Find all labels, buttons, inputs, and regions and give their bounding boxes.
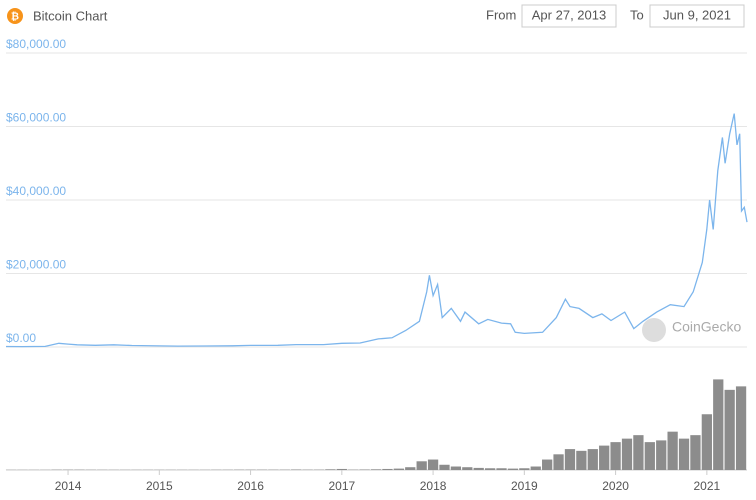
icon-glyph: ₿ bbox=[11, 11, 19, 23]
volume-bar bbox=[382, 468, 393, 470]
x-tick-label: 2018 bbox=[420, 479, 447, 493]
watermark-logo bbox=[642, 318, 666, 342]
volume-bar bbox=[599, 445, 610, 470]
bitcoin-icon bbox=[7, 8, 23, 24]
y-tick-label: $40,000.00 bbox=[6, 184, 66, 198]
x-tick-label: 2015 bbox=[146, 479, 173, 493]
volume-bar bbox=[462, 467, 473, 470]
x-tick-label: 2016 bbox=[237, 479, 264, 493]
y-tick-label: $60,000.00 bbox=[6, 111, 66, 125]
x-tick-label: 2019 bbox=[511, 479, 538, 493]
volume-bar bbox=[496, 468, 507, 470]
volume-bar bbox=[370, 469, 382, 470]
volume-bar bbox=[553, 454, 564, 470]
volume-bar bbox=[542, 459, 553, 470]
volume-bar bbox=[439, 464, 450, 470]
volume-bar bbox=[450, 466, 462, 470]
volume-bar bbox=[473, 467, 484, 470]
x-tick-label: 2017 bbox=[328, 479, 355, 493]
volume-bar bbox=[690, 435, 701, 470]
volume-bar bbox=[610, 442, 621, 470]
price-line bbox=[5, 113, 748, 348]
chart-title: Bitcoin Chart bbox=[33, 8, 108, 23]
y-tick-label: $0.00 bbox=[6, 331, 36, 345]
volume-bar bbox=[291, 469, 302, 470]
volume-bar bbox=[576, 450, 587, 470]
volume-bar bbox=[405, 467, 416, 470]
volume-bar bbox=[713, 379, 724, 470]
x-tick-label: 2014 bbox=[55, 479, 82, 493]
to-label: To bbox=[630, 7, 644, 22]
volume-bar bbox=[621, 438, 633, 470]
x-tick-label: 2020 bbox=[602, 479, 629, 493]
from-date[interactable]: Apr 27, 2013 bbox=[532, 7, 606, 22]
from-label: From bbox=[486, 7, 516, 22]
volume-bar bbox=[678, 438, 690, 470]
volume-bar bbox=[393, 468, 404, 470]
volume-bar bbox=[701, 414, 712, 470]
volume-bar bbox=[633, 435, 644, 470]
y-tick-label: $20,000.00 bbox=[6, 258, 66, 272]
y-tick-label: $80,000.00 bbox=[6, 37, 66, 51]
volume-bar bbox=[507, 468, 519, 470]
volume-bar bbox=[735, 386, 747, 470]
to-input[interactable] bbox=[649, 4, 745, 28]
volume-bar bbox=[519, 468, 530, 470]
from-input[interactable] bbox=[521, 4, 617, 28]
volume-bar bbox=[427, 459, 439, 470]
volume-bar bbox=[667, 431, 678, 470]
volume-bar bbox=[325, 469, 336, 470]
to-date[interactable]: Jun 9, 2021 bbox=[663, 7, 731, 22]
volume-bar bbox=[724, 389, 735, 470]
volume-bar bbox=[587, 449, 598, 470]
volume-bar bbox=[530, 466, 541, 470]
volume-bar bbox=[484, 468, 496, 470]
watermark: CoinGecko bbox=[672, 319, 741, 335]
volume-bar bbox=[564, 449, 576, 470]
volume-bar bbox=[336, 468, 347, 470]
volume-bar bbox=[656, 440, 667, 470]
volume-bar bbox=[644, 442, 655, 470]
volume-bar bbox=[416, 461, 427, 470]
x-tick-label: 2021 bbox=[693, 479, 720, 493]
volume-bar bbox=[359, 469, 370, 470]
